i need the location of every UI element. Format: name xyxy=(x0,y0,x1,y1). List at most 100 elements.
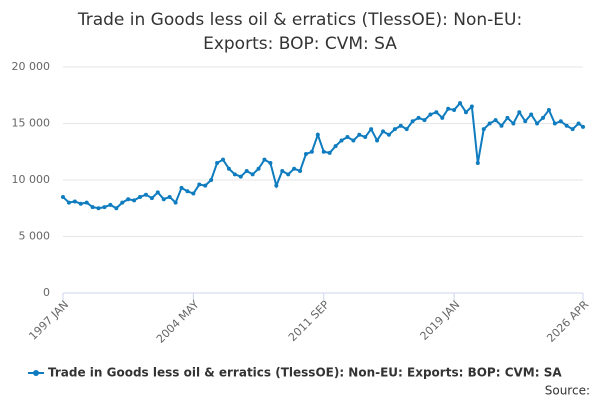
point xyxy=(487,121,492,126)
point xyxy=(268,161,273,166)
point xyxy=(90,205,95,210)
point xyxy=(499,123,504,128)
point xyxy=(576,121,581,126)
point xyxy=(369,127,374,132)
point xyxy=(203,183,208,188)
point xyxy=(226,166,231,171)
point xyxy=(446,106,451,111)
series-line xyxy=(62,101,584,210)
point xyxy=(232,172,237,177)
point xyxy=(339,138,344,143)
point xyxy=(114,206,119,211)
point xyxy=(138,194,143,199)
point xyxy=(173,200,178,205)
point xyxy=(505,115,510,120)
point xyxy=(458,101,463,106)
point xyxy=(108,202,113,207)
source: Source: xyxy=(545,384,590,398)
point xyxy=(72,199,77,204)
point xyxy=(434,110,439,115)
point xyxy=(262,157,267,162)
point xyxy=(185,189,190,194)
point xyxy=(333,144,338,149)
point xyxy=(511,121,516,126)
point xyxy=(517,110,522,115)
point xyxy=(321,149,326,154)
point xyxy=(191,191,196,196)
point xyxy=(78,201,83,206)
point xyxy=(375,138,380,143)
point xyxy=(143,192,148,197)
point xyxy=(581,124,585,129)
point xyxy=(386,132,391,137)
point xyxy=(475,161,480,166)
point xyxy=(381,129,385,134)
legend-label: Trade in Goods less oil & erratics (Tles… xyxy=(48,366,562,380)
x-tick-label: 2011 SEP xyxy=(286,298,332,344)
point xyxy=(292,166,297,171)
point xyxy=(215,161,220,166)
point xyxy=(309,149,314,154)
point xyxy=(523,119,528,124)
x-tick-label: 2026 APR xyxy=(544,298,591,345)
point xyxy=(167,194,172,199)
point xyxy=(155,190,160,195)
point xyxy=(209,178,214,182)
point xyxy=(61,194,65,199)
point xyxy=(541,115,545,120)
point xyxy=(66,200,71,205)
point xyxy=(303,152,308,157)
point xyxy=(161,197,166,202)
x-tick-label: 2004 MAY xyxy=(154,298,202,346)
point xyxy=(357,132,362,137)
point xyxy=(250,172,255,177)
point xyxy=(345,135,350,140)
point xyxy=(102,205,107,210)
y-tick-label: 5 000 xyxy=(19,230,51,243)
point xyxy=(481,127,486,132)
point xyxy=(126,197,131,202)
point xyxy=(96,206,101,211)
point xyxy=(422,118,427,123)
point xyxy=(552,121,557,126)
x-tick-label: 1997 JAN xyxy=(26,298,71,343)
point xyxy=(398,123,403,128)
point xyxy=(493,118,498,123)
y-tick-label: 20 000 xyxy=(12,60,51,73)
point xyxy=(244,168,249,173)
point xyxy=(363,135,368,140)
point xyxy=(298,168,303,173)
point xyxy=(179,185,184,190)
point xyxy=(440,115,445,120)
point xyxy=(463,110,468,115)
point xyxy=(392,127,397,132)
chart-title: Trade in Goods less oil & erratics (Tles… xyxy=(77,10,523,54)
legend-marker xyxy=(33,370,39,376)
point xyxy=(410,119,415,124)
point xyxy=(197,182,202,187)
point xyxy=(315,132,320,137)
point xyxy=(404,127,409,132)
point xyxy=(570,127,575,132)
point xyxy=(149,196,154,201)
point xyxy=(274,183,279,188)
point xyxy=(120,200,125,205)
point xyxy=(428,112,433,117)
y-tick-label: 10 000 xyxy=(12,173,51,186)
point xyxy=(529,112,534,117)
point xyxy=(132,198,137,203)
x-tick-label: 2019 JAN xyxy=(418,298,463,343)
point xyxy=(256,166,261,171)
point xyxy=(564,123,569,128)
point xyxy=(84,200,89,205)
y-tick-label: 0 xyxy=(43,286,50,299)
point xyxy=(469,104,474,109)
point xyxy=(546,107,551,112)
point xyxy=(286,172,291,177)
y-tick-label: 15 000 xyxy=(12,117,51,130)
point xyxy=(558,119,563,124)
point xyxy=(221,157,225,162)
point xyxy=(416,115,421,120)
